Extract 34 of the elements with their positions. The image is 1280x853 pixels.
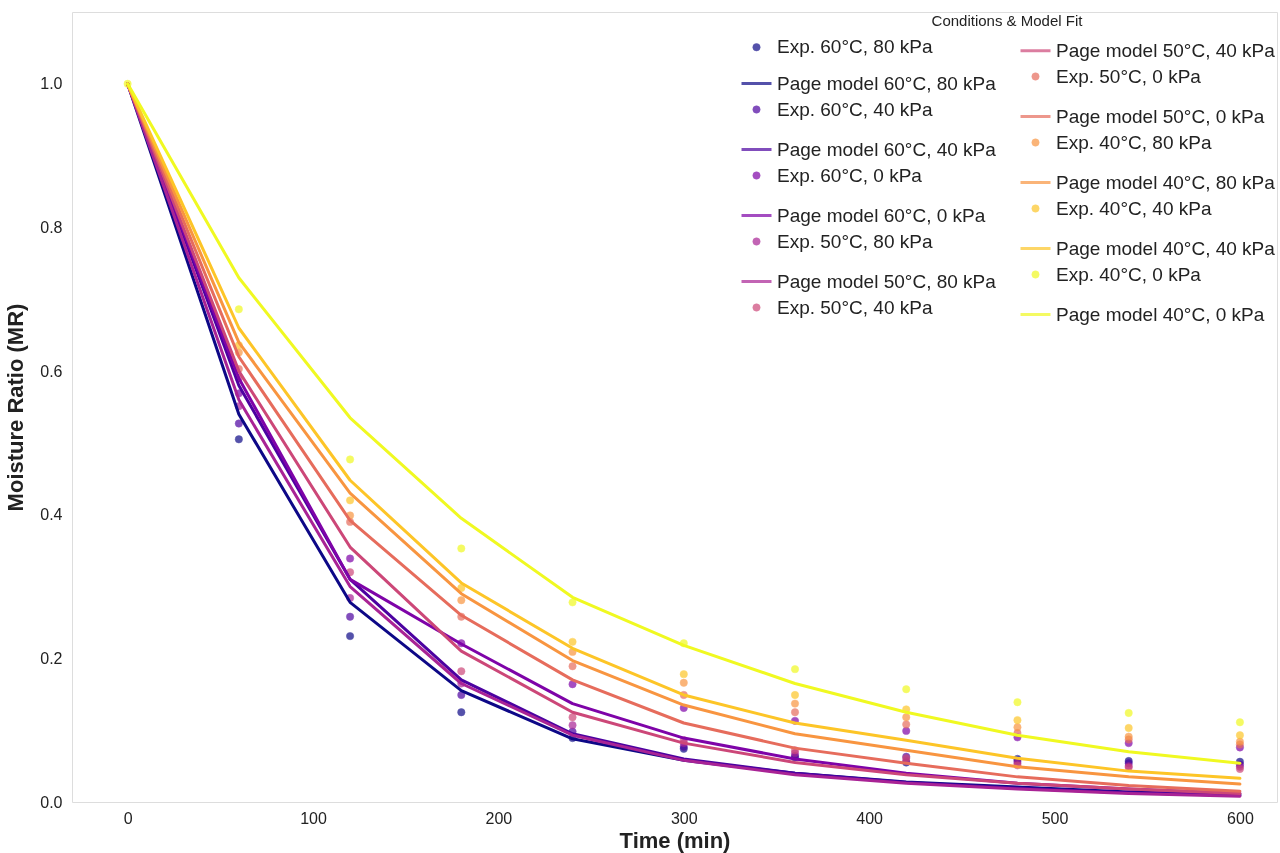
legend-label: Page model 40°C, 0 kPa <box>1056 303 1265 325</box>
y-tick-label: 1.0 <box>40 75 63 93</box>
x-tick-label: 500 <box>1041 809 1069 827</box>
y-tick-label: 0.0 <box>40 793 63 811</box>
x-tick-label: 100 <box>300 809 327 827</box>
x-tick-label: 200 <box>485 809 513 827</box>
legend-label: Exp. 40°C, 0 kPa <box>1056 263 1202 285</box>
legend-label: Exp. 60°C, 40 kPa <box>777 98 933 120</box>
legend-label: Exp. 60°C, 0 kPa <box>777 164 923 186</box>
y-tick-label: 0.8 <box>40 218 63 236</box>
y-tick-label: 0.2 <box>40 649 63 667</box>
legend-label: Exp. 50°C, 40 kPa <box>777 296 933 318</box>
y-tick-label: 0.4 <box>40 506 63 524</box>
x-tick-label: 600 <box>1227 809 1254 827</box>
legend-label: Page model 60°C, 40 kPa <box>777 138 997 160</box>
x-tick-label: 300 <box>670 809 698 827</box>
legend-label: Page model 50°C, 40 kPa <box>1056 39 1276 61</box>
legend-label: Exp. 50°C, 0 kPa <box>1056 65 1202 87</box>
legend-label: Page model 60°C, 0 kPa <box>777 204 986 226</box>
x-axis-title: Time (min) <box>619 827 731 853</box>
legend-label: Page model 60°C, 80 kPa <box>777 72 997 94</box>
y-tick-label: 0.6 <box>40 362 63 380</box>
legend-label: Exp. 40°C, 80 kPa <box>1056 131 1212 153</box>
y-axis-title: Moisture Ratio (MR) <box>3 303 29 512</box>
legend-label: Page model 50°C, 0 kPa <box>1056 105 1265 127</box>
legend-label: Exp. 50°C, 80 kPa <box>777 230 933 252</box>
x-tick-label: 0 <box>123 809 133 827</box>
x-tick-label: 400 <box>856 809 884 827</box>
legend-label: Page model 40°C, 80 kPa <box>1056 171 1276 193</box>
legend-title: Conditions & Model Fit <box>931 12 1084 29</box>
legend-label: Exp. 60°C, 80 kPa <box>777 36 933 58</box>
legend-label: Page model 40°C, 40 kPa <box>1056 237 1276 259</box>
legend-label: Page model 50°C, 80 kPa <box>777 270 997 292</box>
legend-label: Exp. 40°C, 40 kPa <box>1056 197 1212 219</box>
